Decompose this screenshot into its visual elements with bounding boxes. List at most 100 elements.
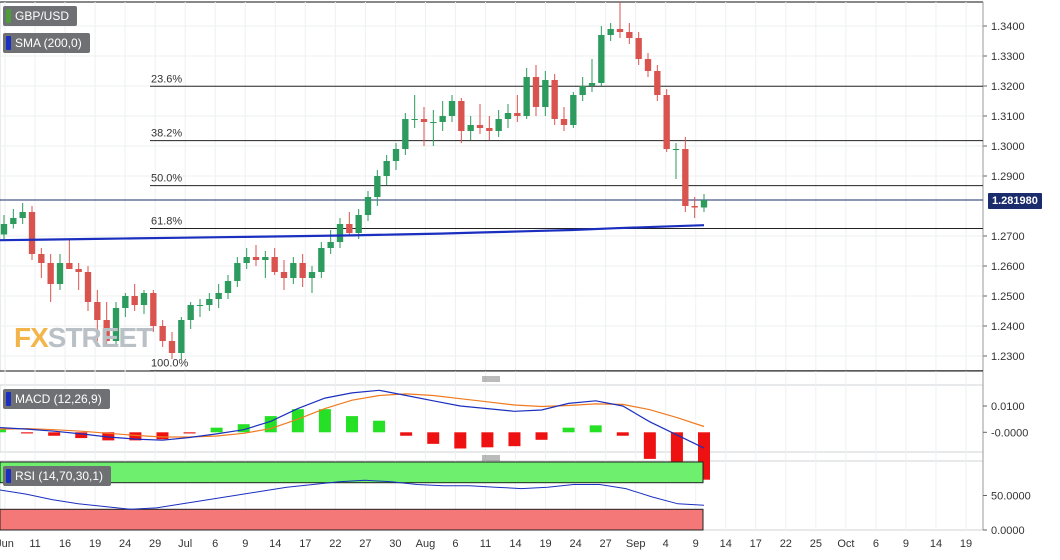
candle-body	[56, 263, 64, 284]
candle-body	[47, 263, 54, 284]
candle-body	[178, 320, 185, 353]
fib-level-label: 23.6%	[151, 73, 182, 85]
macd-histogram-bar	[562, 427, 575, 433]
candle-body	[327, 242, 334, 248]
macd-histogram-bar	[102, 432, 115, 441]
instrument-badge[interactable]: GBP/USD	[3, 6, 78, 26]
macd-histogram-bar	[508, 432, 521, 447]
candle-body	[131, 296, 138, 305]
candle-body	[504, 113, 512, 119]
x-axis-label: 24	[569, 538, 581, 550]
candle-body	[654, 71, 661, 95]
x-axis-label: 22	[780, 538, 792, 550]
candle-body	[252, 257, 260, 260]
x-axis-label: 17	[299, 538, 311, 550]
x-axis-label: 6	[212, 538, 218, 550]
macd-histogram-bar	[481, 432, 494, 448]
x-axis-label: 4	[663, 538, 669, 550]
x-axis-label: 27	[359, 538, 371, 550]
rsi-axis-label: 0.0000	[991, 525, 1025, 537]
candle-body	[486, 128, 493, 131]
x-axis-label: 29	[149, 538, 161, 550]
candle-body	[682, 149, 689, 206]
x-axis-label: Jul	[178, 538, 192, 550]
fib-level-label: 38.2%	[151, 128, 182, 140]
x-axis-label: Aug	[416, 538, 436, 550]
macd-axis-label: -0.0000	[991, 427, 1028, 439]
candle-body	[598, 35, 605, 83]
x-axis-label: 27	[600, 538, 612, 550]
macd-histogram-bar	[75, 432, 88, 439]
rsi-overbought-zone	[0, 461, 704, 484]
candle-body	[364, 197, 372, 215]
macd-color-swatch	[6, 392, 11, 406]
candle-body	[215, 293, 222, 299]
x-axis-label: 22	[329, 538, 341, 550]
candle-body	[290, 263, 297, 278]
sma-badge[interactable]: SMA (200,0)	[3, 33, 90, 53]
macd-histogram-bar	[670, 432, 683, 471]
candle-body	[38, 254, 45, 263]
candle-body	[243, 257, 250, 263]
fxstreet-logo: FXSTREET	[14, 322, 153, 354]
price-axis-label: 1.3100	[991, 111, 1025, 123]
candle-body	[495, 119, 502, 131]
candle-body	[616, 29, 624, 32]
candle-body	[159, 326, 166, 341]
candle-body	[392, 149, 400, 161]
x-axis-label: 14	[509, 538, 521, 550]
macd-badge[interactable]: MACD (12,26,9)	[3, 389, 110, 409]
candle-body	[234, 263, 241, 281]
sma-color-swatch	[6, 36, 11, 50]
candle-body	[103, 320, 110, 341]
candle-body	[635, 38, 642, 59]
macd-histogram-bar	[129, 432, 142, 441]
candle-body	[420, 119, 428, 122]
fib-level-label: 50.0%	[151, 173, 182, 185]
rsi-badge[interactable]: RSI (14,70,30,1)	[3, 466, 112, 486]
price-axis-label: 1.3000	[991, 141, 1025, 153]
candle-body	[0, 224, 8, 235]
candle-body	[28, 212, 36, 254]
candle-body	[262, 257, 269, 260]
macd-histogram-bar	[156, 432, 169, 440]
x-axis-label: 9	[903, 538, 909, 550]
price-axis-label: 1.3400	[991, 21, 1025, 33]
price-axis-label: 1.3200	[991, 81, 1025, 93]
candle-body	[523, 77, 530, 116]
macd-histogram-bar	[0, 428, 6, 433]
x-axis-label: 9	[693, 538, 699, 550]
candle-body	[206, 299, 213, 305]
rsi-axis-label: 50.0000	[991, 491, 1031, 503]
candle-body	[150, 293, 157, 326]
x-axis-label: 17	[750, 538, 762, 550]
candle-body	[122, 296, 129, 308]
candle-body	[663, 95, 670, 149]
candle-body	[644, 59, 652, 71]
x-axis-label: 14	[720, 538, 732, 550]
macd-histogram-bar	[589, 425, 602, 433]
price-panel-frame	[0, 1, 984, 372]
x-axis-label: 19	[960, 538, 972, 550]
candle-body	[607, 29, 614, 35]
price-axis-label: 1.2500	[991, 291, 1025, 303]
candle-body	[383, 161, 390, 176]
macd-axis-label: 0.0100	[991, 401, 1025, 413]
candle-body	[318, 248, 325, 272]
x-axis-label: 25	[810, 538, 822, 550]
logo-fx: FX	[14, 322, 49, 353]
candle-body	[224, 281, 232, 293]
price-axis-label: 1.2600	[991, 261, 1025, 273]
rsi-color-swatch	[6, 469, 11, 483]
sma-label: SMA (200,0)	[15, 36, 82, 50]
candle-body	[411, 119, 418, 120]
candle-body	[542, 80, 549, 107]
panel-resize-handle[interactable]	[482, 455, 500, 461]
candle-body	[94, 302, 101, 320]
candle-body	[196, 305, 204, 306]
rsi-oversold-zone	[0, 508, 704, 531]
panel-resize-handle[interactable]	[482, 376, 500, 382]
x-axis-label: Jun	[0, 538, 14, 550]
